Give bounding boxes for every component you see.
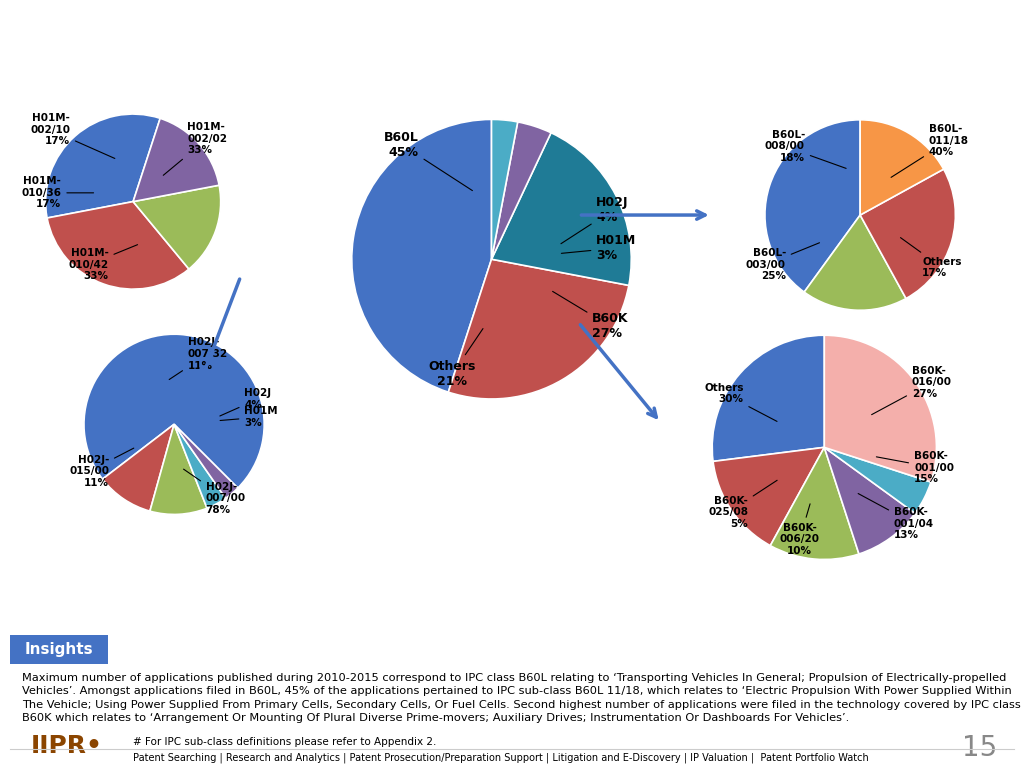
Text: B60L-
008/00
18%: B60L- 008/00 18% [765,130,846,168]
Text: Maximum number of applications published during 2010-2015 correspond to IPC clas: Maximum number of applications published… [23,673,1021,723]
Wedge shape [713,335,824,462]
Wedge shape [84,334,264,488]
Wedge shape [47,202,188,289]
Wedge shape [150,424,207,515]
Wedge shape [860,120,943,215]
Wedge shape [449,260,629,399]
Text: H02J-
007/00
78%: H02J- 007/00 78% [183,469,246,515]
Text: Others
21%: Others 21% [429,329,483,388]
Text: B60L-
011/18
40%: B60L- 011/18 40% [891,124,969,177]
Wedge shape [133,118,219,202]
Text: H01M
3%: H01M 3% [561,234,637,262]
Wedge shape [46,114,160,218]
Text: H02J-
007/32
11%: H02J- 007/32 11% [169,337,227,379]
Wedge shape [492,133,631,286]
Wedge shape [804,215,906,310]
Text: B60L-
003/00
25%: B60L- 003/00 25% [745,243,819,281]
Text: H01M
3%: H01M 3% [220,406,278,428]
Text: H01M-
010/42
33%: H01M- 010/42 33% [69,245,137,281]
Text: B60K-
016/00
27%: B60K- 016/00 27% [871,366,951,415]
Text: H01M-
002/02
33%: H01M- 002/02 33% [163,122,227,175]
Text: Top International Patent Classifications (IPCs): Top International Patent Classifications… [97,25,927,56]
Text: Insights: Insights [25,642,93,657]
Text: B60K
27%: B60K 27% [553,291,629,340]
Wedge shape [352,119,492,392]
Text: H02J-
015/00
11%: H02J- 015/00 11% [70,448,134,488]
Wedge shape [824,447,931,513]
Wedge shape [824,447,915,554]
Text: # For IPC sub-class definitions please refer to Appendix 2.: # For IPC sub-class definitions please r… [133,737,436,747]
Text: H01M-
002/10
17%: H01M- 002/10 17% [30,113,115,158]
Text: B60K-
006/20
10%: B60K- 006/20 10% [779,504,819,556]
Text: Others
30%: Others 30% [705,382,777,422]
Text: B60K-
001/04
13%: B60K- 001/04 13% [858,494,934,540]
Wedge shape [765,120,860,292]
Text: B60K-
025/08
5%: B60K- 025/08 5% [708,480,777,529]
Wedge shape [770,447,859,559]
Text: Patent Searching | Research and Analytics | Patent Prosecution/Preparation Suppo: Patent Searching | Research and Analytic… [133,753,869,763]
Wedge shape [713,447,824,545]
Text: H02J
4%: H02J 4% [220,389,271,416]
Wedge shape [174,424,238,498]
Text: B60L
45%: B60L 45% [384,131,472,190]
Text: Others
17%: Others 17% [900,237,962,278]
Wedge shape [174,424,225,508]
Text: H02J
4%: H02J 4% [561,197,629,243]
Wedge shape [133,185,220,269]
Wedge shape [492,122,551,260]
Wedge shape [492,119,518,260]
Wedge shape [860,169,955,299]
Text: 15: 15 [962,734,997,762]
Text: IIPR•: IIPR• [31,734,102,759]
Wedge shape [824,336,936,482]
Text: B60K-
001/00
15%: B60K- 001/00 15% [877,451,954,484]
Text: H01M-
010/36
17%: H01M- 010/36 17% [22,176,93,210]
Wedge shape [102,424,174,511]
